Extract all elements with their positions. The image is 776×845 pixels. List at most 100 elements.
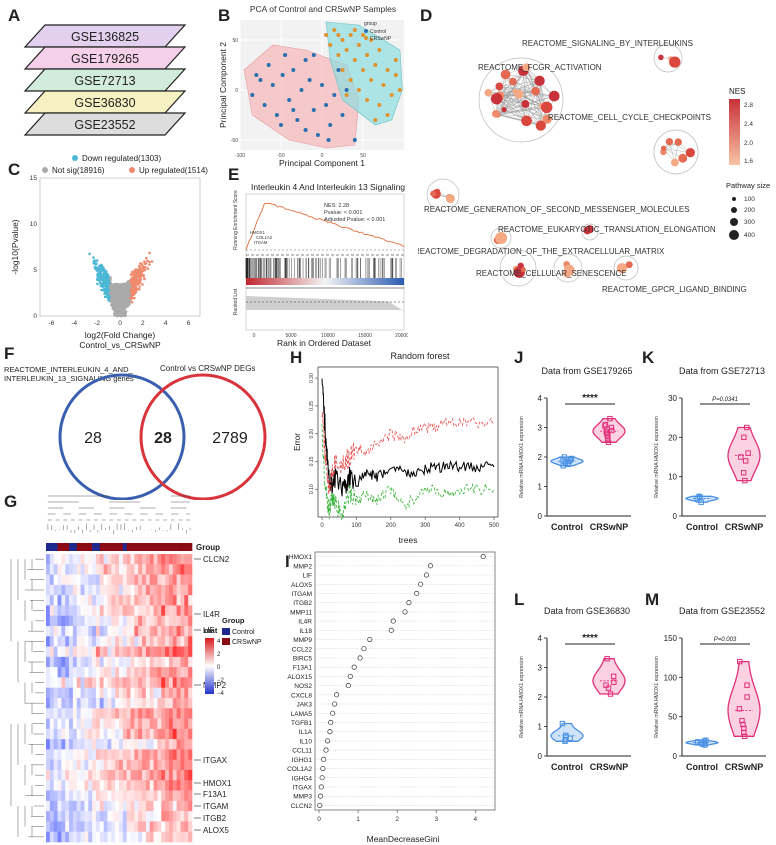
heatmap-cell (53, 626, 58, 637)
volcano-point (141, 283, 144, 286)
heatmap-cell (107, 790, 112, 802)
heatmap-cell (180, 811, 185, 822)
gsea-gene-col1a2: COL1A2 (256, 235, 273, 240)
heatmap-cell (80, 646, 85, 658)
heatmap-cell (95, 656, 101, 668)
heatmap-cell (103, 584, 108, 596)
volcano-point (133, 279, 136, 283)
heatmap-cell (134, 698, 139, 709)
volcano-point (95, 259, 99, 262)
venn-left-count: 28 (84, 430, 102, 447)
heatmap-legend-tick-1: 2 (217, 652, 221, 658)
heatmap-cell (76, 646, 81, 658)
volcano-ytick: 15 (30, 175, 38, 182)
heatmap-cell (46, 687, 51, 699)
heatmap-cell (72, 831, 78, 843)
gini-gene-label: CCL22 (292, 646, 313, 653)
panel-label-f: F (4, 344, 15, 363)
heatmap-cell (99, 584, 104, 596)
pathway-network: REACTOME_SIGNALING_BY_INTERLEUKINS REACT… (418, 39, 770, 294)
heatmap-cell (57, 554, 62, 565)
heatmap-cell (84, 687, 89, 699)
volcano-subtitle: Control_vs_CRSwNP (79, 340, 161, 350)
volcano-point (120, 287, 123, 290)
volcano-legend-ns: Not sig(18916) (52, 166, 105, 175)
pca-xtick: -100 (235, 153, 245, 159)
heatmap-cell (115, 595, 120, 606)
heatmap-cell (176, 821, 181, 833)
heatmap-cell (61, 728, 66, 740)
heatmap-cell (172, 708, 177, 719)
heatmap-cell (188, 698, 193, 709)
heatmap-cell (142, 728, 147, 740)
heatmap-cell (49, 708, 54, 719)
heatmap-cell (188, 708, 193, 719)
heatmap-cell (65, 831, 70, 843)
heatmap-cell (115, 831, 120, 843)
heatmap-cell (95, 739, 101, 750)
heatmap-cell (99, 554, 104, 565)
violin-ytick: 10 (668, 473, 677, 482)
heatmap-cell (122, 574, 127, 586)
heatmap-cell (53, 831, 58, 843)
heatmap-cell (134, 687, 139, 699)
heatmap-cell (172, 615, 177, 627)
heatmap-cell (188, 790, 193, 802)
heatmap-cell (122, 687, 127, 699)
rf-ylabel: Error (293, 433, 302, 451)
heatmap-cell (115, 708, 120, 719)
heatmap-legend-tick-3: −2 (217, 678, 225, 684)
heatmap-cell (46, 595, 51, 606)
heatmap-cell (161, 554, 166, 565)
heatmap-cell (176, 667, 181, 678)
violin-ytick: 50 (668, 713, 677, 722)
network-edge (496, 98, 548, 120)
heatmap-cell (134, 677, 139, 689)
heatmap-cell (184, 687, 189, 699)
venn-right-count: 2789 (212, 430, 248, 447)
volcano-point (109, 276, 112, 279)
heatmap-cell (69, 800, 74, 812)
gini-point (325, 738, 331, 744)
gini-gene-label: IGHG4 (292, 775, 313, 782)
heatmap-cell (53, 677, 58, 689)
heatmap-cell (188, 677, 193, 689)
heatmap-cell (92, 677, 97, 689)
heatmap-cell (99, 749, 104, 761)
gini-point (318, 784, 324, 790)
heatmap-cell (107, 770, 112, 781)
violin-point (607, 691, 614, 697)
network-node (495, 232, 508, 244)
pca-point-control (344, 88, 349, 92)
volcano-point (117, 303, 121, 306)
heatmap-cell (119, 780, 124, 791)
violin-shape-control (550, 722, 584, 742)
heatmap-cell (188, 584, 193, 596)
heatmap-cell (95, 584, 101, 596)
gini-point (418, 581, 424, 587)
heatmap-cell (188, 780, 193, 791)
heatmap-cell (95, 718, 101, 730)
heatmap-cell (84, 574, 89, 586)
dataset-layer: GSE136825 (23, 24, 187, 48)
size-legend-100: 100 (744, 196, 755, 203)
heatmap-cell (53, 584, 58, 596)
heatmap-cell (69, 595, 74, 606)
network-label-translation-elongation: REACTOME_EUKARYOTIC_TRANSLATION_ELONGATI… (498, 225, 716, 234)
heatmap-cell (126, 718, 131, 730)
violin-point (736, 706, 743, 712)
volcano-point (92, 262, 95, 265)
gini-gene-label: ALOX15 (287, 674, 312, 681)
heatmap-cell (76, 677, 81, 689)
heatmap-cell (84, 584, 89, 596)
heatmap-cell (161, 584, 166, 596)
heatmap-group-cell (57, 543, 62, 551)
heatmap-cell (99, 728, 104, 740)
pca-point-control (254, 73, 259, 77)
heatmap-cell (80, 584, 85, 596)
heatmap-cell (138, 698, 143, 709)
heatmap-cell (184, 636, 189, 647)
heatmap-cell (76, 667, 81, 678)
heatmap-cell (130, 595, 135, 606)
